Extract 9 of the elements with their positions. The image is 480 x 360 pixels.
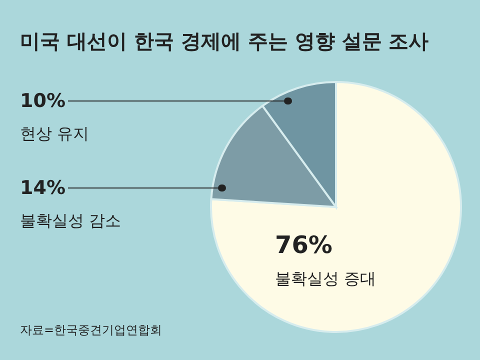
slice-label: 현상 유지 — [20, 124, 90, 143]
data-label: 10% — [20, 90, 66, 112]
slice-label: 불확실성 감소 — [20, 211, 122, 230]
data-label: 76% — [275, 231, 332, 259]
chart-title: 미국 대선이 한국 경제에 주는 영향 설문 조사 — [20, 29, 429, 53]
pie-slice — [210, 81, 462, 333]
data-label: 14% — [20, 177, 66, 199]
text: 자료=한국중견기업연합회 — [20, 323, 162, 337]
slice-label: 불확실성 증대 — [275, 269, 376, 288]
